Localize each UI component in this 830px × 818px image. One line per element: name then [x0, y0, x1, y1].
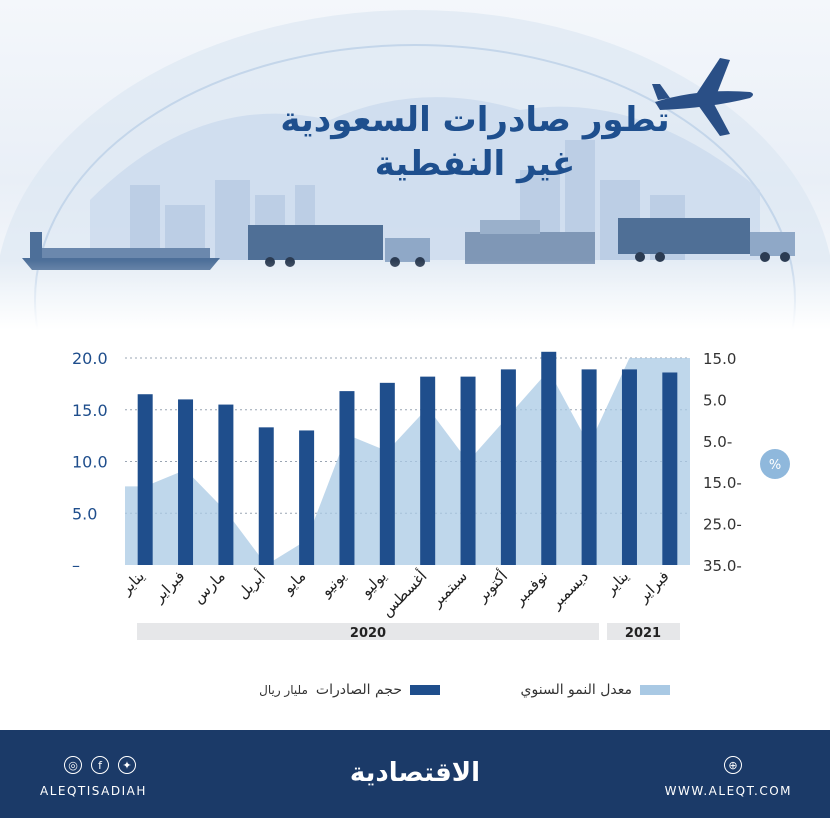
- legend-bars-swatch: [410, 685, 440, 695]
- left-tick-label: 5.0: [72, 504, 97, 523]
- airplane-icon: [652, 58, 753, 136]
- website-link[interactable]: WWW.ALEQT.COM: [664, 784, 792, 798]
- facebook-icon[interactable]: f: [91, 756, 109, 774]
- left-tick-label: 15.0: [72, 401, 108, 420]
- export-bar: [460, 376, 476, 565]
- legend-bars-label: حجم الصادرات: [315, 682, 402, 698]
- export-bar: [500, 369, 516, 565]
- category-label: فبراير: [633, 567, 672, 606]
- category-label: نوفمبر: [509, 567, 551, 609]
- year-band-label: 2021: [625, 626, 661, 641]
- export-bar: [581, 369, 597, 565]
- category-label: أكتوبر: [472, 566, 512, 606]
- legend-bars-unit: مليار ريال: [259, 683, 308, 697]
- legend-area-swatch: [640, 685, 670, 695]
- legend-bars: حجم الصادرات مليار ريال: [259, 680, 440, 700]
- left-tick-label: 20.0: [72, 349, 108, 368]
- export-bar: [662, 372, 678, 565]
- export-bar: [339, 391, 355, 565]
- chart-title-line2: غير النفطية: [374, 144, 576, 184]
- unit-badge: [760, 449, 790, 479]
- right-tick-label: 35.0-: [703, 557, 742, 575]
- export-bar: [541, 351, 557, 565]
- hero-illustration: [0, 0, 830, 330]
- right-tick-label: 15.0-: [703, 474, 742, 492]
- unit-badge-label: %: [769, 458, 781, 473]
- export-bar: [218, 404, 234, 565]
- category-label: مايو: [279, 567, 310, 598]
- category-label: فبراير: [149, 567, 188, 606]
- year-band-label: 2020: [350, 626, 386, 641]
- export-bar: [299, 430, 315, 565]
- export-bar: [621, 369, 637, 565]
- category-label: ديسمبر: [546, 567, 592, 613]
- footer: ◎ f ✦ ALEQTISADIAH الاقتصادية ⊕ WWW.ALEQ…: [0, 730, 830, 818]
- year-band-2021: [607, 623, 680, 640]
- legend-area: معدل النمو السنوي: [521, 680, 670, 700]
- export-bar: [137, 394, 153, 565]
- chart-title-line1: تطور صادرات السعودية: [280, 100, 670, 140]
- category-label: أبريل: [233, 566, 269, 602]
- category-label: مارس: [189, 567, 229, 607]
- category-label: يوليو: [356, 567, 390, 601]
- right-tick-label: 15.0: [703, 350, 736, 368]
- left-tick-label: –: [72, 556, 80, 575]
- category-label: يونيو: [316, 567, 349, 600]
- category-label: يناير: [116, 567, 148, 599]
- twitter-icon[interactable]: ✦: [118, 756, 136, 774]
- globe-icon: [0, 10, 830, 330]
- exports-chart: 20.0 15.0 10.0 5.0 – 15.0 5.0 5.0- 15.0- 25.0- 35.…: [72, 349, 790, 641]
- growth-area: [125, 358, 690, 565]
- export-bar: [420, 376, 436, 565]
- brand-logo: الاقتصادية: [349, 758, 481, 788]
- right-tick-label: 5.0-: [703, 433, 732, 451]
- right-tick-label: 25.0-: [703, 516, 742, 534]
- category-label: أغسطس: [377, 566, 431, 620]
- category-label: يناير: [601, 567, 633, 599]
- export-bar: [379, 382, 395, 565]
- legend-area-label: معدل النمو السنوي: [520, 682, 632, 698]
- category-label: سبتمبر: [427, 567, 471, 611]
- website-icon[interactable]: ⊕: [724, 756, 742, 774]
- export-bar: [178, 399, 194, 565]
- year-band-2020: [137, 623, 599, 640]
- social-handle[interactable]: ALEQTISADIAH: [40, 784, 147, 798]
- instagram-icon[interactable]: ◎: [64, 756, 82, 774]
- left-tick-label: 10.0: [72, 453, 108, 472]
- right-tick-label: 5.0: [703, 391, 727, 409]
- export-bar: [258, 427, 274, 565]
